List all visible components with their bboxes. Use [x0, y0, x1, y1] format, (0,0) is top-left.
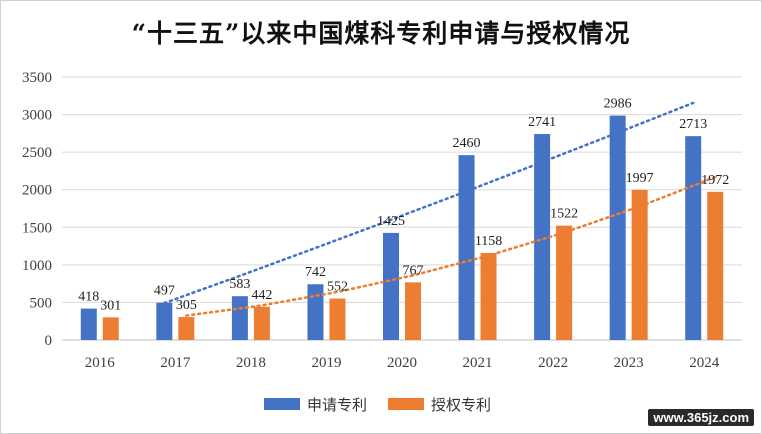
y-tick-label: 1500	[22, 220, 52, 236]
data-label: 742	[305, 265, 326, 280]
legend: 申请专利 授权专利	[264, 396, 491, 414]
data-label: 1158	[475, 234, 502, 249]
bar	[178, 317, 195, 340]
data-label: 552	[327, 280, 348, 295]
bar	[609, 115, 626, 340]
gridlines	[62, 76, 742, 341]
x-tick-label: 2021	[463, 355, 493, 371]
data-label: 1425	[377, 214, 405, 229]
bar	[458, 155, 475, 340]
bars	[80, 115, 724, 340]
legend-label: 授权专利	[431, 396, 491, 414]
data-label: 767	[403, 263, 424, 278]
data-label: 1972	[701, 173, 729, 188]
legend-label: 申请专利	[307, 396, 367, 414]
bar	[685, 136, 702, 340]
data-label: 1997	[626, 171, 654, 186]
bar	[102, 317, 119, 340]
data-label: 497	[154, 284, 175, 299]
legend-swatch	[264, 398, 300, 410]
y-tick-label: 1000	[22, 258, 52, 274]
bar	[405, 282, 421, 340]
x-tick-label: 2017	[160, 355, 191, 371]
data-label: 305	[176, 298, 197, 313]
x-tick-label: 2024	[689, 355, 720, 371]
y-tick-label: 3500	[22, 70, 52, 86]
trendline	[163, 101, 695, 305]
bar	[534, 134, 551, 340]
x-tick-label: 2018	[236, 355, 266, 371]
y-tick-label: 3000	[22, 108, 52, 124]
x-axis-ticks: 2016 2017 2018 2019 2020 2021 2022 2023 2024	[85, 355, 720, 371]
x-tick-label: 2023	[614, 355, 644, 371]
data-label: 2713	[679, 117, 707, 132]
data-label: 2741	[528, 115, 556, 130]
x-tick-label: 2020	[387, 355, 417, 371]
trendlines	[163, 101, 717, 317]
x-tick-label: 2019	[311, 355, 341, 371]
bar	[307, 284, 324, 340]
bar	[631, 189, 648, 340]
bar	[383, 232, 399, 340]
legend-swatch	[388, 398, 424, 410]
data-label: 418	[78, 290, 99, 305]
bar	[231, 296, 248, 340]
data-label: 1522	[550, 207, 578, 222]
data-label: 2986	[604, 97, 632, 112]
x-tick-label: 2022	[538, 355, 568, 371]
data-labels: 418 497 583 742 1425 2460 2741 2986 2713 301 305 44…	[78, 97, 729, 314]
y-tick-label: 500	[30, 295, 53, 311]
data-label: 301	[100, 298, 121, 313]
y-tick-label: 2000	[22, 183, 52, 199]
bar	[253, 306, 270, 340]
data-label: 583	[229, 277, 250, 292]
bar	[707, 191, 724, 340]
watermark: www.365jz.com	[648, 409, 754, 426]
y-tick-label: 0	[45, 333, 53, 349]
bar	[556, 225, 573, 340]
bar	[480, 252, 497, 340]
y-axis-ticks: 0 500 1000 1500 2000 2500 3000 3500	[22, 70, 52, 349]
x-tick-label: 2016	[85, 355, 116, 371]
y-tick-label: 2500	[22, 145, 52, 161]
bar	[329, 298, 346, 340]
data-label: 442	[251, 288, 272, 303]
data-label: 2460	[453, 136, 481, 151]
bar	[80, 308, 97, 340]
bar	[156, 302, 173, 340]
chart-title: “十三五”以来中国煤科专利申请与授权情况	[131, 19, 631, 48]
trendline	[185, 175, 717, 317]
